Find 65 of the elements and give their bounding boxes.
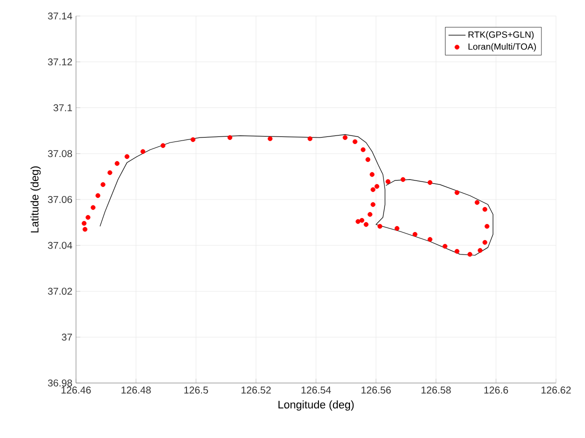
point: [482, 206, 488, 212]
point: [428, 180, 432, 185]
x-tick-label: 126.54: [302, 386, 331, 394]
point: [82, 226, 88, 232]
point: [454, 248, 460, 254]
y-tick-label: 37: [62, 334, 72, 341]
point: [100, 182, 106, 187]
point: [412, 232, 418, 237]
point: [374, 184, 380, 189]
y-tick-label: 37.04: [48, 242, 72, 249]
point: [352, 139, 358, 144]
point: [108, 170, 112, 176]
x-tick-label: 126.58: [422, 386, 451, 394]
x-tick-label: 126.62: [542, 386, 571, 394]
point: [364, 222, 368, 227]
x-axis-title: Longitude (deg): [278, 400, 354, 411]
point: [360, 147, 366, 152]
point: [394, 226, 400, 231]
point: [366, 157, 370, 162]
point: [124, 154, 130, 159]
legend-label: Loran(Multi/TOA): [468, 43, 536, 52]
point: [114, 161, 120, 166]
point: [228, 135, 232, 140]
y-tick-label: 37.1: [53, 104, 72, 112]
point: [378, 224, 382, 229]
y-tick-label: 37.02: [48, 288, 72, 295]
x-tick-label: 126.48: [122, 386, 151, 394]
point: [370, 187, 376, 192]
point: [90, 205, 96, 210]
y-tick-label: 37.12: [48, 58, 72, 66]
point: [86, 215, 90, 220]
x-tick-label: 126.5: [184, 386, 208, 394]
point: [160, 143, 166, 148]
point: [478, 248, 482, 253]
point: [356, 219, 360, 224]
point: [400, 177, 406, 182]
x-tick-label: 126.56: [362, 386, 391, 394]
point: [82, 220, 86, 226]
point: [308, 136, 312, 142]
point: [342, 135, 348, 140]
point: [474, 200, 480, 205]
y-tick-label: 37.14: [48, 12, 72, 20]
point: [482, 240, 488, 245]
y-tick-label: 37.06: [48, 196, 72, 204]
point: [370, 172, 374, 177]
x-tick-label: 126.52: [242, 386, 271, 394]
point: [428, 237, 432, 242]
point: [268, 136, 272, 142]
y-tick-label: 36.98: [48, 379, 72, 387]
y-axis-title: Latitude (deg): [30, 166, 41, 232]
legend-label: RTK(GPS+GLN): [468, 31, 534, 40]
point: [386, 179, 390, 184]
point: [442, 244, 448, 249]
x-tick-label: 126.6: [484, 386, 508, 394]
point: [190, 137, 196, 142]
x-tick-label: 126.46: [62, 386, 91, 394]
point: [370, 202, 376, 207]
point: [140, 149, 146, 154]
point: [468, 252, 472, 257]
point: [484, 224, 490, 229]
point: [368, 212, 372, 217]
point: [96, 193, 100, 198]
y-tick-label: 37.08: [48, 150, 72, 158]
point: [360, 218, 364, 223]
point: [454, 190, 460, 196]
